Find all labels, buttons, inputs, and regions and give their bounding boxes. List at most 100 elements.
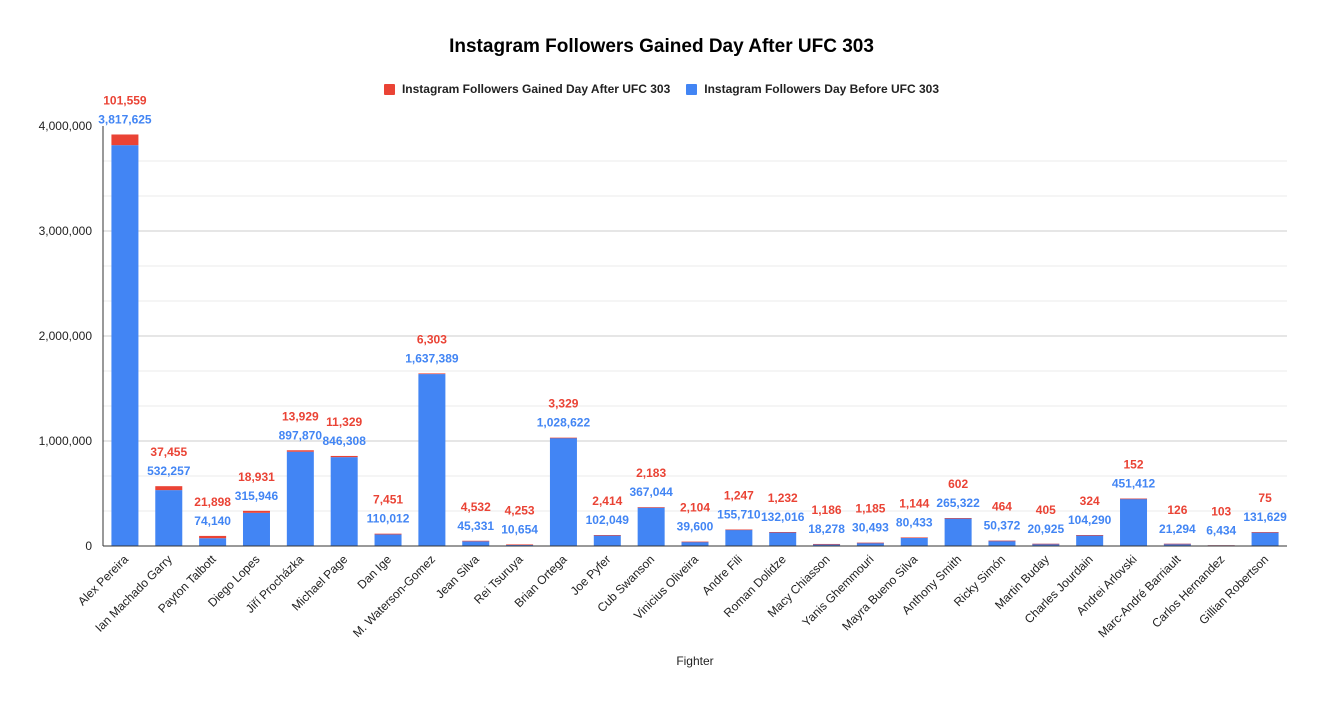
bar-before: [155, 490, 183, 546]
data-label-gained: 1,232: [768, 491, 798, 505]
data-label-before: 315,946: [235, 489, 279, 503]
data-label-before: 897,870: [279, 428, 323, 442]
data-label-before: 155,710: [717, 508, 761, 522]
data-label-gained: 2,414: [592, 494, 622, 508]
data-label-before: 110,012: [367, 512, 410, 526]
x-tick-label: Mayra Bueno Silva: [839, 552, 920, 633]
bar-before: [900, 537, 928, 546]
bar-gained: [286, 450, 314, 452]
bar-gained: [988, 540, 1016, 542]
data-label-gained: 37,455: [150, 445, 187, 459]
data-label-before: 10,654: [501, 522, 538, 536]
bar-gained: [725, 529, 753, 531]
bar-before: [637, 507, 665, 546]
data-label-gained: 101,559: [103, 93, 147, 107]
data-label-gained: 2,183: [636, 466, 666, 480]
y-tick-label: 3,000,000: [39, 224, 93, 238]
bar-before: [988, 540, 1016, 546]
data-label-gained: 13,929: [282, 409, 319, 423]
y-tick-label: 2,000,000: [39, 329, 93, 343]
y-tick-label: 0: [85, 539, 92, 553]
bar-gained: [593, 535, 621, 536]
data-label-gained: 4,532: [461, 500, 491, 514]
data-label-before: 131,629: [1243, 510, 1287, 524]
bar-gained: [944, 518, 972, 519]
data-label-before: 45,331: [457, 519, 494, 533]
bar-gained: [155, 486, 183, 491]
bar-before: [242, 512, 270, 546]
data-label-gained: 324: [1080, 494, 1100, 508]
data-label-gained: 1,247: [724, 489, 754, 503]
x-tick-label: Marc-André Barriault: [1095, 552, 1184, 641]
chart-title: Instagram Followers Gained Day After UFC…: [449, 36, 874, 57]
bar-gained: [1163, 543, 1191, 545]
bar-before: [549, 437, 577, 546]
data-label-before: 451,412: [1112, 477, 1156, 491]
bar-before: [418, 374, 446, 546]
bar-gained: [330, 455, 358, 458]
data-label-gained: 18,931: [238, 470, 275, 484]
bar-gained: [769, 532, 797, 533]
data-label-before: 18,278: [808, 522, 845, 536]
data-label-before: 102,049: [586, 513, 630, 527]
bar-gained: [1032, 543, 1060, 545]
legend-item-gained[interactable]: Instagram Followers Gained Day After UFC…: [383, 82, 671, 96]
data-label-gained: 21,898: [194, 495, 231, 509]
bar-before: [286, 451, 314, 546]
x-tick-label: M. Waterson-Gomez: [350, 552, 438, 640]
bar-gained: [418, 373, 446, 375]
bar-before: [1163, 543, 1191, 546]
bar-gained: [1251, 532, 1279, 533]
data-label-gained: 4,253: [505, 503, 535, 517]
bar-before: [1076, 535, 1104, 546]
data-label-before: 846,308: [322, 434, 366, 448]
data-label-gained: 126: [1167, 503, 1187, 517]
y-tick-label: 4,000,000: [39, 119, 93, 133]
bar-before: [944, 518, 972, 546]
data-label-gained: 6,303: [417, 332, 447, 346]
data-label-before: 80,433: [896, 515, 933, 529]
bar-before: [1032, 543, 1060, 546]
bar-before: [813, 544, 841, 546]
bar-gained: [111, 134, 139, 146]
bar-before: [374, 534, 402, 546]
legend-label-gained: Instagram Followers Gained Day After UFC…: [401, 82, 671, 96]
legend-item-before[interactable]: Instagram Followers Day Before UFC 303: [686, 82, 939, 96]
data-label-gained: 405: [1036, 503, 1056, 517]
bar-gained: [813, 543, 841, 545]
data-label-before: 74,140: [194, 514, 231, 528]
data-label-gained: 3,329: [548, 397, 578, 411]
bar-before: [199, 538, 227, 546]
bar-gained: [374, 533, 402, 535]
x-axis-title: Fighter: [676, 654, 714, 668]
bar-before: [462, 541, 490, 546]
data-label-gained: 1,185: [855, 502, 885, 516]
data-label-gained: 152: [1124, 458, 1144, 472]
bar-gained: [856, 542, 884, 544]
bar-before: [856, 542, 884, 546]
data-label-gained: 75: [1258, 491, 1272, 505]
bar-before: [681, 541, 709, 546]
data-label-before: 3,817,625: [98, 112, 152, 126]
bar-gained: [681, 541, 709, 543]
bar-before: [1251, 532, 1279, 546]
data-label-gained: 602: [948, 477, 968, 491]
x-tick-label: Ian Machado Garry: [92, 552, 175, 635]
bar-before: [769, 532, 797, 546]
data-label-gained: 7,451: [373, 493, 403, 507]
bar-gained: [506, 544, 534, 546]
bar-before: [111, 145, 139, 547]
data-label-before: 30,493: [852, 521, 889, 535]
data-label-before: 6,434: [1206, 523, 1236, 537]
bar-gained: [1120, 498, 1148, 500]
data-label-gained: 464: [992, 500, 1012, 514]
bar-gained: [199, 535, 227, 539]
legend-label-before: Instagram Followers Day Before UFC 303: [704, 82, 940, 96]
data-label-gained: 2,104: [680, 501, 710, 515]
data-label-gained: 1,144: [899, 496, 929, 510]
legend-swatch-before: [686, 83, 698, 95]
data-label-before: 39,600: [677, 520, 714, 534]
bar-before: [593, 535, 621, 546]
